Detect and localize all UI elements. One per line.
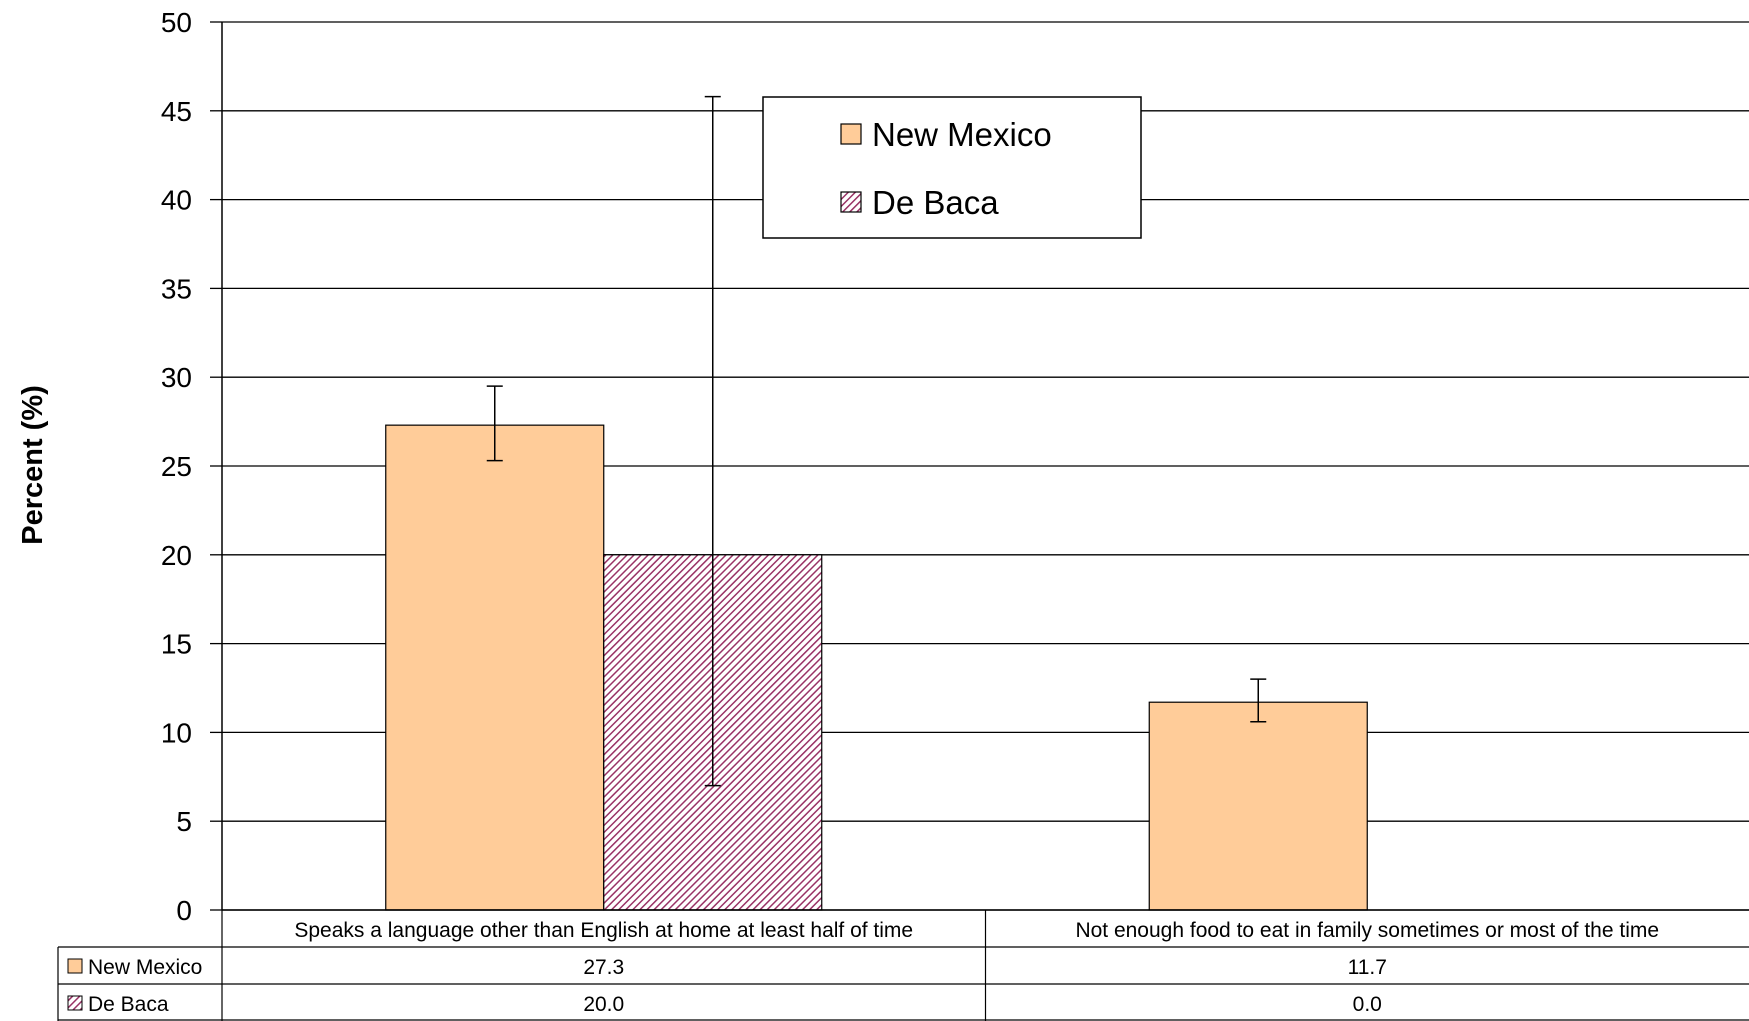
legend xyxy=(762,96,1142,239)
y-tick-label: 10 xyxy=(161,717,192,748)
y-axis-title: Percent (%) xyxy=(17,385,49,545)
data-label: 11.7 xyxy=(1348,956,1387,979)
data-label: 0.0 xyxy=(1353,993,1382,1016)
series-row-label: New Mexico xyxy=(88,956,202,979)
series-swatch xyxy=(67,995,83,1011)
y-tick-label: 15 xyxy=(161,629,192,660)
legend-label: New Mexico xyxy=(872,116,1052,153)
y-tick-label: 0 xyxy=(176,895,192,926)
series-row-label: De Baca xyxy=(88,993,169,1016)
y-tick-label: 5 xyxy=(176,806,192,837)
bar xyxy=(385,424,605,911)
data-label: 20.0 xyxy=(583,993,624,1016)
series-swatch xyxy=(67,958,83,974)
data-label: 27.3 xyxy=(583,956,624,979)
y-tick-label: 35 xyxy=(161,273,192,304)
y-tick-label: 20 xyxy=(161,540,192,571)
y-tick-label: 25 xyxy=(161,451,192,482)
y-tick-label: 30 xyxy=(161,362,192,393)
y-tick-label: 45 xyxy=(161,96,192,127)
category-label: Speaks a language other than English at … xyxy=(294,919,913,942)
category-label: Not enough food to eat in family sometim… xyxy=(1075,919,1659,942)
legend-swatch xyxy=(840,123,862,145)
legend-swatch xyxy=(840,191,862,213)
legend-label: De Baca xyxy=(872,184,999,221)
y-tick-label: 40 xyxy=(161,185,192,216)
y-tick-label: 50 xyxy=(161,7,192,38)
bar xyxy=(1148,701,1368,911)
